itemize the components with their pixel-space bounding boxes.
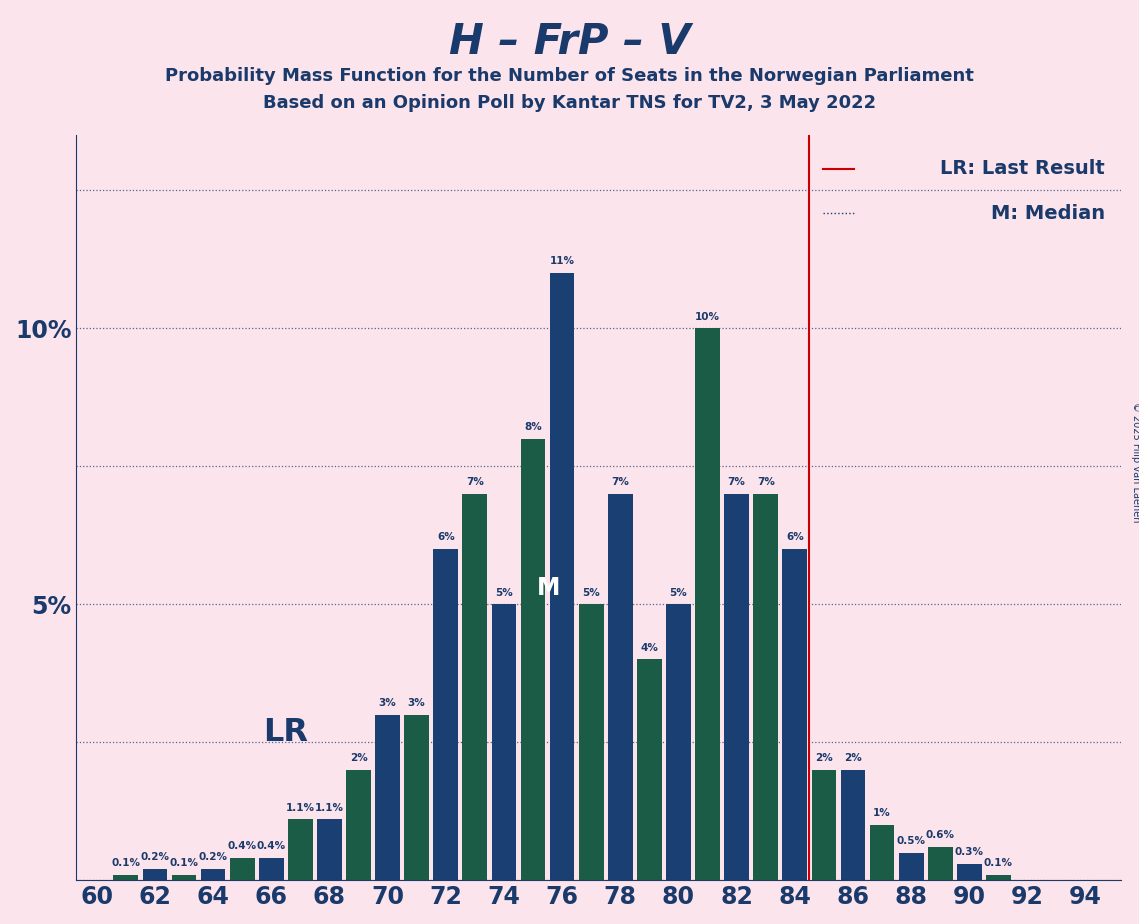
Text: Based on an Opinion Poll by Kantar TNS for TV2, 3 May 2022: Based on an Opinion Poll by Kantar TNS f… [263, 94, 876, 112]
Bar [172, 875, 196, 881]
Text: 1%: 1% [874, 808, 891, 819]
Text: M: M [538, 576, 560, 600]
Bar [724, 493, 749, 881]
Text: 0.2%: 0.2% [140, 853, 170, 862]
Bar [957, 864, 982, 881]
Text: 1.1%: 1.1% [286, 803, 314, 813]
Text: © 2025 Filip van Laenen: © 2025 Filip van Laenen [1131, 402, 1139, 522]
Bar [230, 858, 254, 881]
Text: 11%: 11% [550, 257, 574, 266]
Bar [695, 328, 720, 881]
Text: 0.6%: 0.6% [926, 831, 954, 841]
Bar [114, 875, 138, 881]
Bar [346, 770, 371, 881]
Text: 0.2%: 0.2% [198, 853, 228, 862]
Bar [579, 604, 604, 881]
Bar [986, 875, 1010, 881]
Bar [782, 549, 808, 881]
Text: 7%: 7% [728, 477, 746, 487]
Text: 0.3%: 0.3% [954, 847, 984, 857]
Text: 4%: 4% [640, 643, 658, 652]
Text: 6%: 6% [437, 532, 454, 542]
Bar [521, 439, 546, 881]
Text: 0.4%: 0.4% [256, 842, 286, 851]
Bar [899, 853, 924, 881]
Bar [259, 858, 284, 881]
Text: M: Median: M: Median [991, 204, 1105, 223]
Text: 0.1%: 0.1% [170, 858, 198, 868]
Bar [608, 493, 632, 881]
Bar [142, 869, 167, 881]
Bar [928, 847, 952, 881]
Bar [550, 274, 574, 881]
Text: LR: LR [263, 717, 309, 748]
Bar [811, 770, 836, 881]
Text: 0.5%: 0.5% [896, 836, 926, 846]
Text: 7%: 7% [612, 477, 629, 487]
Text: 2%: 2% [816, 753, 833, 763]
Text: 5%: 5% [582, 588, 600, 598]
Bar [841, 770, 866, 881]
Text: 2%: 2% [844, 753, 862, 763]
Bar [200, 869, 226, 881]
Text: 0.1%: 0.1% [112, 858, 140, 868]
Bar [870, 825, 894, 881]
Text: 8%: 8% [524, 422, 542, 432]
Text: 0.1%: 0.1% [984, 858, 1013, 868]
Bar [434, 549, 458, 881]
Text: 5%: 5% [495, 588, 513, 598]
Text: 6%: 6% [786, 532, 804, 542]
Bar [753, 493, 778, 881]
Text: 7%: 7% [466, 477, 484, 487]
Text: 3%: 3% [408, 698, 426, 708]
Text: Probability Mass Function for the Number of Seats in the Norwegian Parliament: Probability Mass Function for the Number… [165, 67, 974, 84]
Bar [317, 820, 342, 881]
Text: 0.4%: 0.4% [228, 842, 256, 851]
Text: H – FrP – V: H – FrP – V [449, 21, 690, 63]
Text: 3%: 3% [378, 698, 396, 708]
Bar [288, 820, 313, 881]
Text: 5%: 5% [670, 588, 687, 598]
Text: 2%: 2% [350, 753, 368, 763]
Text: LR: Last Result: LR: Last Result [940, 159, 1105, 178]
Bar [637, 660, 662, 881]
Bar [462, 493, 487, 881]
Bar [404, 714, 429, 881]
Bar [666, 604, 691, 881]
Text: 7%: 7% [756, 477, 775, 487]
Bar [492, 604, 516, 881]
Text: 1.1%: 1.1% [314, 803, 344, 813]
Bar [375, 714, 400, 881]
Text: 10%: 10% [695, 311, 720, 322]
